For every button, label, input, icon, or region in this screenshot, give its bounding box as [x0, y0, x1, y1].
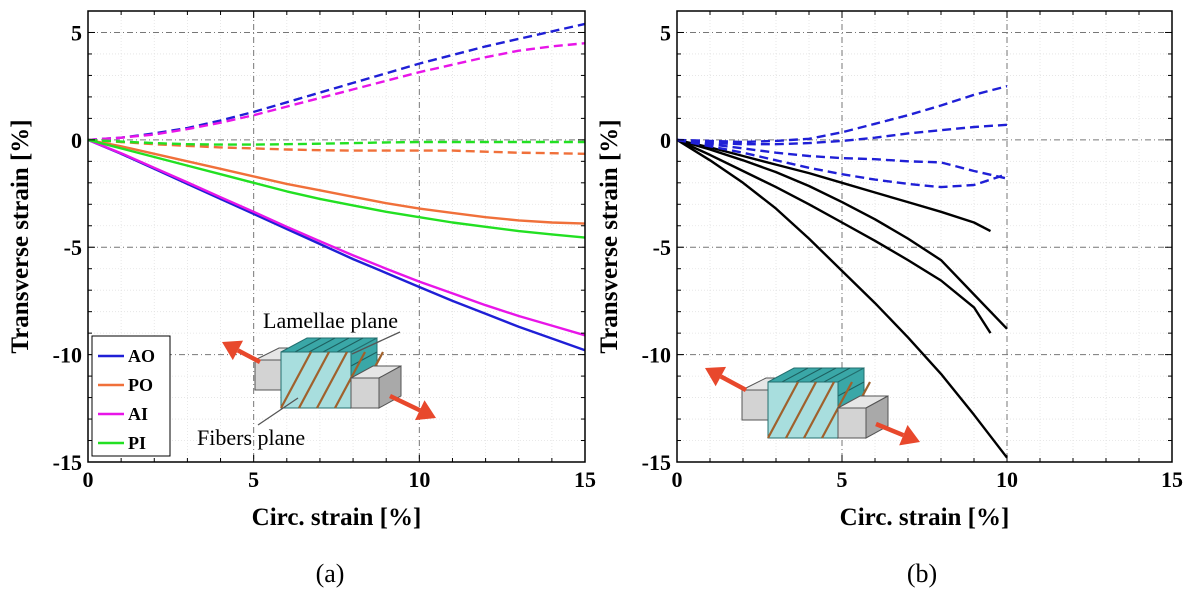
load-arrow-right	[389, 393, 436, 421]
series-group	[87, 22, 586, 352]
plot-frame	[87, 10, 586, 463]
series-line-ao-dashed-1	[87, 22, 586, 142]
series-line-po-dashed-3	[87, 138, 586, 155]
lamella-line	[308, 337, 336, 353]
x-tick-label: 0	[672, 467, 683, 492]
fiber-line	[767, 381, 799, 439]
series-line-ai-dashed-5	[87, 42, 586, 142]
load-arrow-left	[705, 366, 748, 392]
arrow-head	[222, 340, 244, 361]
specimen-illustration-b	[705, 366, 920, 446]
y-tick-label: -5	[64, 235, 82, 260]
lamella-line	[809, 367, 837, 383]
y-tick-label: 5	[660, 20, 671, 45]
x-tick-label: 15	[1161, 467, 1183, 492]
series-line-pi-dashed-7	[87, 138, 585, 146]
y-tick-label: -15	[642, 450, 671, 475]
lamella-line	[781, 367, 809, 383]
lamella-line	[795, 367, 823, 383]
lamella-line	[837, 381, 865, 397]
arrow-shaft	[236, 348, 262, 364]
chart-panel-b: 0 5 10 15 5 0 -5 -10 -15 Circ. strain [%] Transver…	[596, 10, 1183, 588]
x-tick-label: 10	[408, 467, 430, 492]
arrow-head	[899, 425, 920, 446]
lamella-line	[823, 367, 851, 383]
x-axis-label: Circ. strain [%]	[252, 504, 422, 531]
lamella-line	[322, 337, 350, 353]
load-arrow-left	[222, 340, 262, 364]
load-arrow-right	[875, 421, 920, 446]
y-tick-label: 0	[71, 128, 82, 153]
specimen-b	[741, 367, 889, 439]
fiber-line	[280, 351, 312, 409]
specimen-illustration-a: Lamellae plane Fibers plane	[197, 308, 436, 450]
arrow-shaft	[719, 374, 748, 392]
specimen-a	[254, 337, 402, 409]
series-line-pi-solid-6	[87, 138, 586, 239]
fiber-line	[821, 381, 853, 439]
series-line-po-solid-2	[87, 138, 586, 225]
y-tick-label: 5	[71, 20, 82, 45]
series-line-blue-dashed-7	[676, 138, 1008, 189]
panel-caption: (a)	[316, 559, 345, 588]
x-tick-label: 0	[83, 467, 94, 492]
x-tick-label: 5	[837, 467, 848, 492]
pointer-line	[351, 331, 401, 355]
pointer-line	[257, 397, 299, 426]
y-tick-label: -15	[53, 450, 82, 475]
series-group	[676, 85, 1008, 459]
plot-frame	[676, 10, 1173, 463]
annotation-fibers-plane: Fibers plane	[197, 425, 305, 450]
legend-label-ao: AO	[128, 346, 155, 366]
y-axis-label: Transverse strain [%]	[7, 119, 34, 353]
chart-panel-a: 0 5 10 15 5 0 -5 -10 -15 Circ. strain [%] Transver…	[7, 10, 596, 588]
arrow-head	[705, 366, 727, 387]
x-tick-label: 15	[574, 467, 596, 492]
axis-ticks	[87, 10, 586, 463]
x-tick-label: 10	[996, 467, 1018, 492]
lamella-line	[336, 337, 364, 353]
right-grip-front	[350, 377, 380, 409]
x-tick-label: 5	[248, 467, 259, 492]
legend-label-ai: AI	[128, 404, 148, 424]
y-axis-label: Transverse strain [%]	[596, 119, 623, 353]
series-line-ai-solid-4	[87, 138, 586, 337]
fiber-line	[298, 351, 330, 409]
y-tick-label: 0	[660, 128, 671, 153]
x-axis-label: Circ. strain [%]	[840, 504, 1010, 531]
fiber-line	[785, 381, 817, 439]
fiber-line	[803, 381, 835, 439]
legend: AO PO AI PI	[91, 335, 171, 457]
series-line-black-solid-1	[676, 138, 992, 334]
annotation-lamellae-plane: Lamellae plane	[263, 308, 398, 333]
lamella-line	[350, 351, 378, 367]
axis-ticks	[676, 10, 1173, 463]
panel-caption: (b)	[907, 559, 937, 588]
y-tick-label: -10	[53, 343, 82, 368]
legend-label-po: PO	[128, 375, 153, 395]
right-grip-front	[837, 407, 867, 439]
legend-label-pi: PI	[128, 433, 146, 453]
series-line-black-solid-2	[676, 138, 1008, 330]
fiber-line	[334, 351, 366, 409]
arrow-shaft	[389, 393, 421, 413]
fiber-line	[316, 351, 348, 409]
y-tick-label: -10	[642, 343, 671, 368]
lamella-line	[294, 337, 322, 353]
arrow-head	[415, 400, 436, 421]
series-line-black-solid-3	[676, 138, 1008, 459]
y-tick-label: -5	[653, 235, 671, 260]
series-line-black-solid-0	[676, 138, 992, 233]
arrow-shaft	[875, 421, 905, 438]
